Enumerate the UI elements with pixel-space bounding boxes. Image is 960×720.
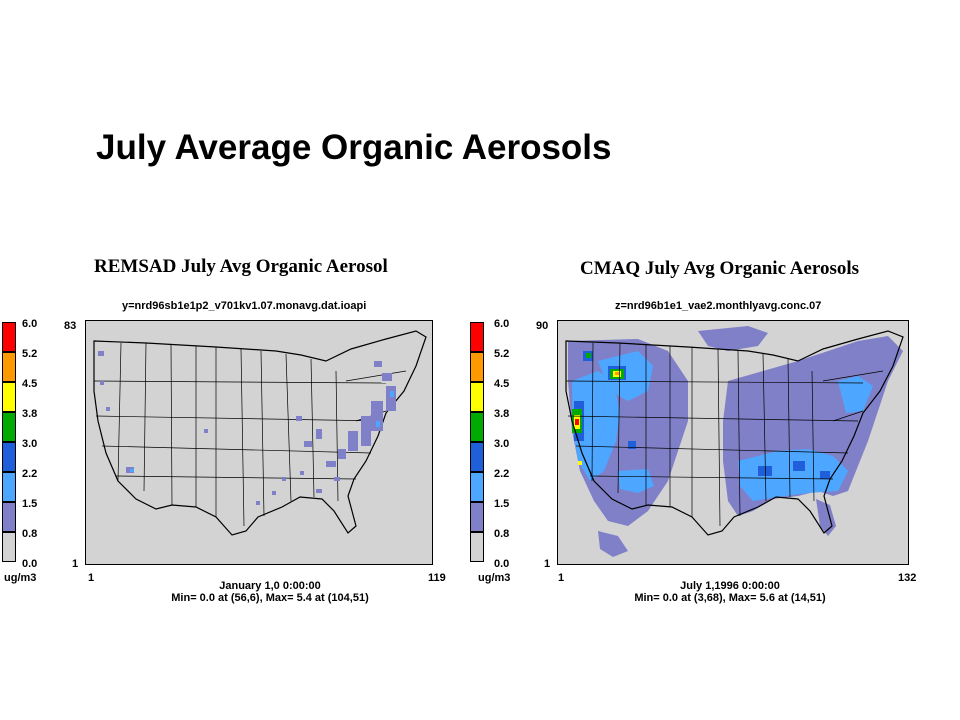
legend-tick: 6.0 — [494, 318, 510, 330]
legend-tick: 1.5 — [22, 498, 38, 510]
legend-tick: 0.0 — [22, 558, 38, 570]
legend-tick: 0.8 — [494, 528, 510, 540]
legend-swatch — [470, 442, 484, 472]
map-title: CMAQ July Avg Organic Aerosols — [580, 258, 860, 279]
x-axis-left: 1 — [88, 572, 95, 584]
y-axis-top: 90 — [536, 320, 549, 332]
legend-swatch — [2, 472, 16, 502]
concentration-map — [557, 320, 909, 565]
legend-tick: 3.8 — [22, 408, 38, 420]
date-label: July 1,1996 0:00:00 — [680, 580, 780, 592]
legend-swatch — [2, 382, 16, 412]
legend-tick: 5.2 — [22, 348, 38, 360]
legend-tick: 2.2 — [494, 468, 510, 480]
legend-unit: ug/m3 — [478, 572, 511, 584]
y-axis-top: 83 — [64, 320, 77, 332]
x-axis-right: 132 — [898, 572, 917, 584]
min-max-label: Min= 0.0 at (3,68), Max= 5.6 at (14,51) — [634, 592, 826, 604]
legend-swatch — [2, 412, 16, 442]
map-title: REMSAD July Avg Organic Aerosol — [94, 256, 388, 277]
legend-tick: 3.0 — [494, 438, 510, 450]
legend-tick: 6.0 — [22, 318, 38, 330]
legend-unit: ug/m3 — [4, 572, 37, 584]
y-axis-bottom: 1 — [544, 558, 551, 570]
legend-tick: 0.8 — [22, 528, 38, 540]
legend-swatch — [2, 352, 16, 382]
legend-tick: 0.0 — [494, 558, 510, 570]
x-axis-left: 1 — [558, 572, 565, 584]
legend-swatch — [2, 442, 16, 472]
cmaq-map-panel: CMAQ July Avg Organic Aerosols z=nrd96b1… — [470, 250, 940, 630]
x-axis-right: 119 — [428, 572, 446, 584]
slide-title: July Average Organic Aerosols — [96, 128, 612, 167]
legend-tick: 3.8 — [494, 408, 510, 420]
legend-swatch — [470, 322, 484, 352]
legend-swatch — [470, 382, 484, 412]
legend-swatch — [470, 352, 484, 382]
legend-tick: 5.2 — [494, 348, 510, 360]
legend-swatch — [470, 532, 484, 562]
legend-swatch — [2, 532, 16, 562]
legend-swatch — [2, 322, 16, 352]
legend-tick: 4.5 — [22, 378, 38, 390]
legend-tick: 1.5 — [494, 498, 510, 510]
legend-swatch — [470, 412, 484, 442]
y-axis-bottom: 1 — [72, 558, 79, 570]
legend-tick: 4.5 — [494, 378, 510, 390]
legend-swatch — [470, 502, 484, 532]
legend-tick: 2.2 — [22, 468, 38, 480]
legend-tick: 3.0 — [22, 438, 38, 450]
file-label: y=nrd96sb1e1p2_v701kv1.07.monavg.dat.ioa… — [122, 300, 367, 312]
remsad-map-panel: REMSAD July Avg Organic Aerosol y=nrd96s… — [0, 250, 470, 630]
date-label: January 1,0 0:00:00 — [219, 580, 321, 592]
file-label: z=nrd96b1e1_vae2.monthlyavg.conc.07 — [615, 300, 822, 312]
min-max-label: Min= 0.0 at (56,6), Max= 5.4 at (104,51) — [171, 592, 369, 604]
concentration-map — [85, 320, 433, 565]
legend-swatch — [2, 502, 16, 532]
legend-swatch — [470, 472, 484, 502]
